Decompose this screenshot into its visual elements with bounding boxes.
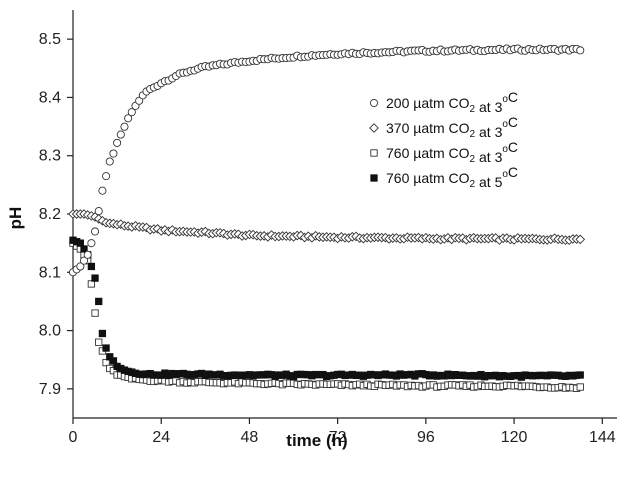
plot-axes: 7.9 8.0 8.1 8.2 8.3 8.4 8.5 0 24 48 72 96 120 144 bbox=[39, 10, 617, 446]
data-point bbox=[91, 309, 99, 317]
x-tick-label: 144 bbox=[589, 429, 616, 446]
y-tick-label: 7.9 bbox=[39, 381, 61, 398]
legend-label: 370 µatm CO2 at 3oC bbox=[386, 114, 518, 140]
data-point bbox=[113, 138, 122, 147]
x-tick-label: 96 bbox=[417, 429, 435, 446]
data-point bbox=[120, 122, 129, 131]
data-point bbox=[98, 329, 107, 338]
x-tick-label: 0 bbox=[69, 429, 78, 446]
data-point bbox=[91, 227, 100, 236]
x-tick-label: 120 bbox=[501, 429, 528, 446]
data-point bbox=[135, 96, 144, 105]
legend-marker bbox=[370, 174, 378, 182]
data-point bbox=[98, 186, 107, 195]
y-tick-label: 8.3 bbox=[39, 148, 61, 165]
series-2 bbox=[69, 239, 584, 392]
x-tick-label: 48 bbox=[241, 429, 259, 446]
data-point bbox=[109, 357, 118, 365]
legend-marker bbox=[369, 123, 379, 133]
data-point bbox=[95, 338, 103, 346]
data-point bbox=[87, 239, 96, 248]
data-point bbox=[102, 172, 111, 181]
data-point bbox=[576, 371, 584, 379]
data-point bbox=[80, 245, 88, 253]
data-point bbox=[76, 239, 85, 247]
series-0 bbox=[68, 44, 585, 277]
data-point bbox=[94, 207, 103, 216]
series-3 bbox=[69, 236, 584, 381]
legend-label: 760 µatm CO2 at 3oC bbox=[386, 139, 518, 165]
data-point bbox=[83, 250, 92, 259]
y-tick-label: 8.5 bbox=[39, 31, 61, 48]
data-point bbox=[102, 358, 110, 367]
data-point bbox=[116, 130, 125, 139]
data-point bbox=[576, 46, 585, 55]
series-1 bbox=[68, 209, 586, 246]
data-point bbox=[91, 274, 99, 282]
data-point bbox=[106, 353, 114, 361]
data-point bbox=[576, 383, 584, 391]
x-tick-label: 24 bbox=[152, 429, 170, 446]
data-point bbox=[76, 262, 85, 271]
data-point bbox=[105, 157, 114, 166]
data-point bbox=[102, 344, 110, 352]
data-point bbox=[95, 297, 103, 306]
data-points bbox=[68, 44, 586, 392]
x-axis-label: time (h) bbox=[286, 431, 347, 450]
x-tick-label: 72 bbox=[329, 429, 347, 446]
data-point bbox=[124, 114, 133, 123]
y-tick-label: 8.4 bbox=[39, 89, 61, 106]
legend-label: 200 µatm CO2 at 3oC bbox=[386, 89, 518, 115]
data-point bbox=[87, 280, 96, 288]
y-tick-label: 8.0 bbox=[39, 323, 61, 340]
legend-label: 760 µatm CO2 at 5oC bbox=[386, 164, 518, 190]
data-point bbox=[575, 234, 586, 245]
data-point bbox=[79, 256, 89, 265]
y-tick-label: 8.2 bbox=[39, 206, 61, 223]
data-point bbox=[127, 108, 136, 117]
y-tick-label: 8.1 bbox=[39, 264, 61, 281]
legend-marker bbox=[369, 98, 379, 108]
y-axis-label: pH bbox=[6, 207, 25, 230]
data-point bbox=[109, 149, 118, 158]
data-point bbox=[109, 366, 118, 375]
data-point bbox=[87, 262, 96, 271]
legend-marker bbox=[370, 149, 378, 157]
